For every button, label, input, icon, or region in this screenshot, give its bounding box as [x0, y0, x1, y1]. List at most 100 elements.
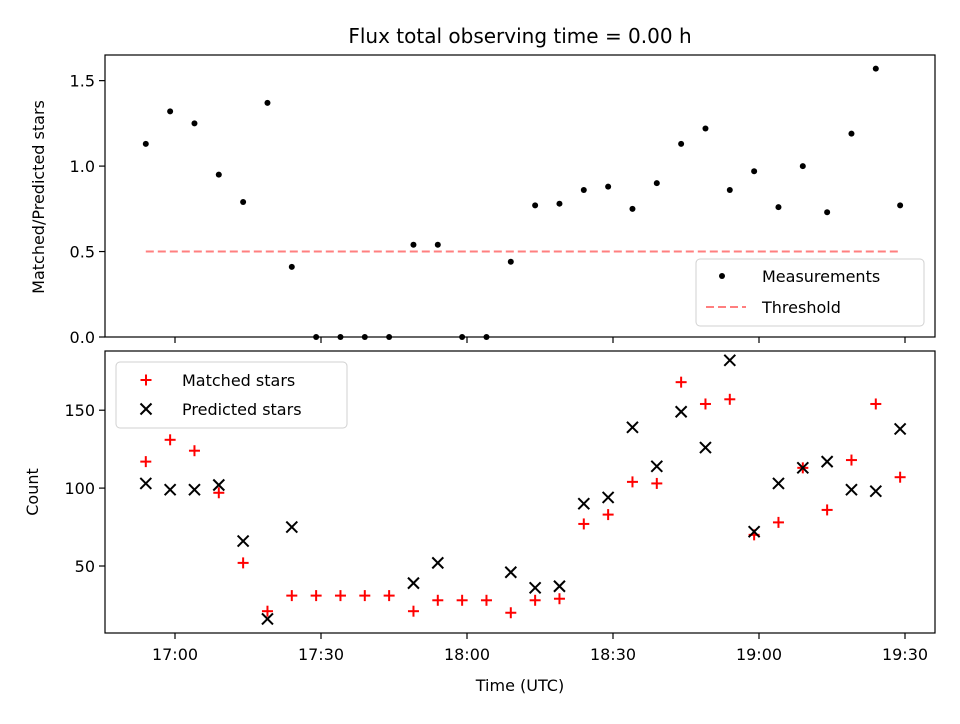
top-legend-box: [695, 258, 925, 327]
matched-star-point: [505, 607, 517, 619]
predicted-star-point-b: [553, 580, 566, 593]
predicted-star-point-b: [601, 491, 615, 504]
bottom-plot-frame: [104, 350, 936, 634]
predicted-star-point: [650, 460, 664, 473]
predicted-star-point-b: [869, 485, 883, 498]
measurement-point: [507, 258, 514, 265]
matched-star-point: [845, 454, 857, 466]
top-legend: Measurements Threshold: [695, 258, 925, 327]
predicted-star-point-b: [261, 612, 274, 626]
legend-threshold-label: Threshold: [761, 298, 841, 317]
measurement-point: [434, 241, 441, 248]
bottom-x-tick-label: 17:00: [152, 645, 198, 664]
predicted-star-point: [845, 483, 858, 496]
matched-star-point: [383, 590, 395, 602]
predicted-star-point-b: [577, 497, 591, 510]
matched-star-point: [675, 376, 687, 388]
measurement-point: [580, 187, 587, 194]
predicted-star-point: [869, 485, 883, 498]
predicted-star-point: [723, 354, 737, 367]
predicted-star-point: [431, 556, 445, 570]
predicted-star-point-b: [674, 405, 688, 418]
measurement-point: [653, 180, 660, 187]
predicted-star-point: [674, 405, 688, 418]
legend-measurements-marker: [719, 273, 725, 279]
predicted-star-point-b: [699, 441, 712, 454]
predicted-star-point: [796, 461, 810, 475]
predicted-star-point-b: [747, 525, 761, 538]
predicted-star-point-b: [139, 477, 153, 490]
predicted-star-point-b: [504, 566, 518, 579]
matched-star-point: [432, 594, 444, 606]
measurement-point: [629, 205, 636, 212]
matched-star-point: [237, 557, 249, 569]
matched-star-point: [213, 487, 225, 499]
predicted-star-point-b: [528, 581, 542, 595]
matched-star-point: [553, 593, 565, 605]
predicted-star-point: [236, 534, 250, 548]
legend-matched-label: Matched stars: [182, 371, 295, 390]
plot-layer: 0.0 0.5 1.0 1.5 Measurements Threshold 50 100 15…: [64, 54, 936, 664]
predicted-star-point: [139, 477, 153, 490]
predicted-star-point-b: [772, 477, 785, 490]
predicted-star-point: [747, 525, 761, 538]
measurement-point: [897, 202, 904, 209]
bottom-y-tick-label: 50: [75, 557, 95, 576]
bottom-x-axis-label: Time (UTC): [475, 676, 564, 695]
predicted-star-point: [893, 422, 907, 436]
matched-star-point: [310, 590, 322, 602]
predicted-star-point-b: [820, 455, 834, 468]
measurement-point: [872, 65, 879, 72]
predicted-star-point-b: [650, 460, 664, 473]
predicted-star-point-b: [236, 534, 250, 548]
measurement-point: [556, 200, 563, 207]
predicted-star-point-b: [845, 483, 858, 496]
matched-star-point: [140, 456, 152, 468]
matched-star-point: [772, 516, 784, 528]
matched-star-point: [578, 518, 590, 530]
measurement-point: [142, 140, 149, 147]
measurement-point: [191, 120, 198, 127]
predicted-star-point: [212, 478, 226, 492]
matched-star-point: [359, 590, 371, 602]
matched-star-point: [870, 398, 882, 410]
matched-star-point: [724, 393, 736, 405]
predicted-star-point: [577, 497, 591, 510]
predicted-star-point: [285, 520, 299, 534]
measurement-point: [726, 187, 733, 194]
measurement-point: [775, 204, 782, 211]
top-plot-frame: [104, 54, 936, 338]
predicted-star-point: [188, 483, 201, 496]
measurement-point: [702, 125, 709, 132]
top-chart-title: Flux total observing time = 0.00 h: [348, 24, 691, 48]
top-y-tick-label: 0.5: [70, 243, 95, 262]
predicted-star-point: [407, 576, 420, 590]
bottom-x-tick-label: 19:30: [882, 645, 928, 664]
predicted-star-point: [699, 441, 712, 454]
matched-star-point: [651, 477, 663, 489]
predicted-star-point-b: [163, 483, 177, 496]
predicted-star-point: [163, 483, 177, 496]
measurement-point: [167, 108, 174, 115]
measurement-point: [410, 241, 417, 248]
legend-predicted-marker-b: [139, 402, 153, 416]
predicted-star-point: [553, 580, 566, 593]
matched-star-point: [894, 471, 906, 483]
matched-star-point: [286, 590, 298, 602]
top-y-tick-label: 1.5: [70, 72, 95, 91]
top-y-axis-label: Matched/Predicted stars: [29, 100, 48, 294]
measurement-point: [264, 99, 271, 106]
matched-star-point: [699, 398, 711, 410]
predicted-star-point-b: [285, 520, 299, 534]
predicted-star-point-b: [626, 421, 639, 434]
matched-star-point: [602, 509, 614, 521]
bottom-legend-box: [115, 361, 348, 429]
measurement-point: [799, 163, 806, 170]
matched-star-point: [188, 445, 200, 457]
predicted-star-point: [626, 421, 639, 434]
legend-measurements-label: Measurements: [762, 267, 880, 286]
predicted-star-point-b: [212, 478, 226, 492]
matched-star-point: [407, 605, 419, 617]
